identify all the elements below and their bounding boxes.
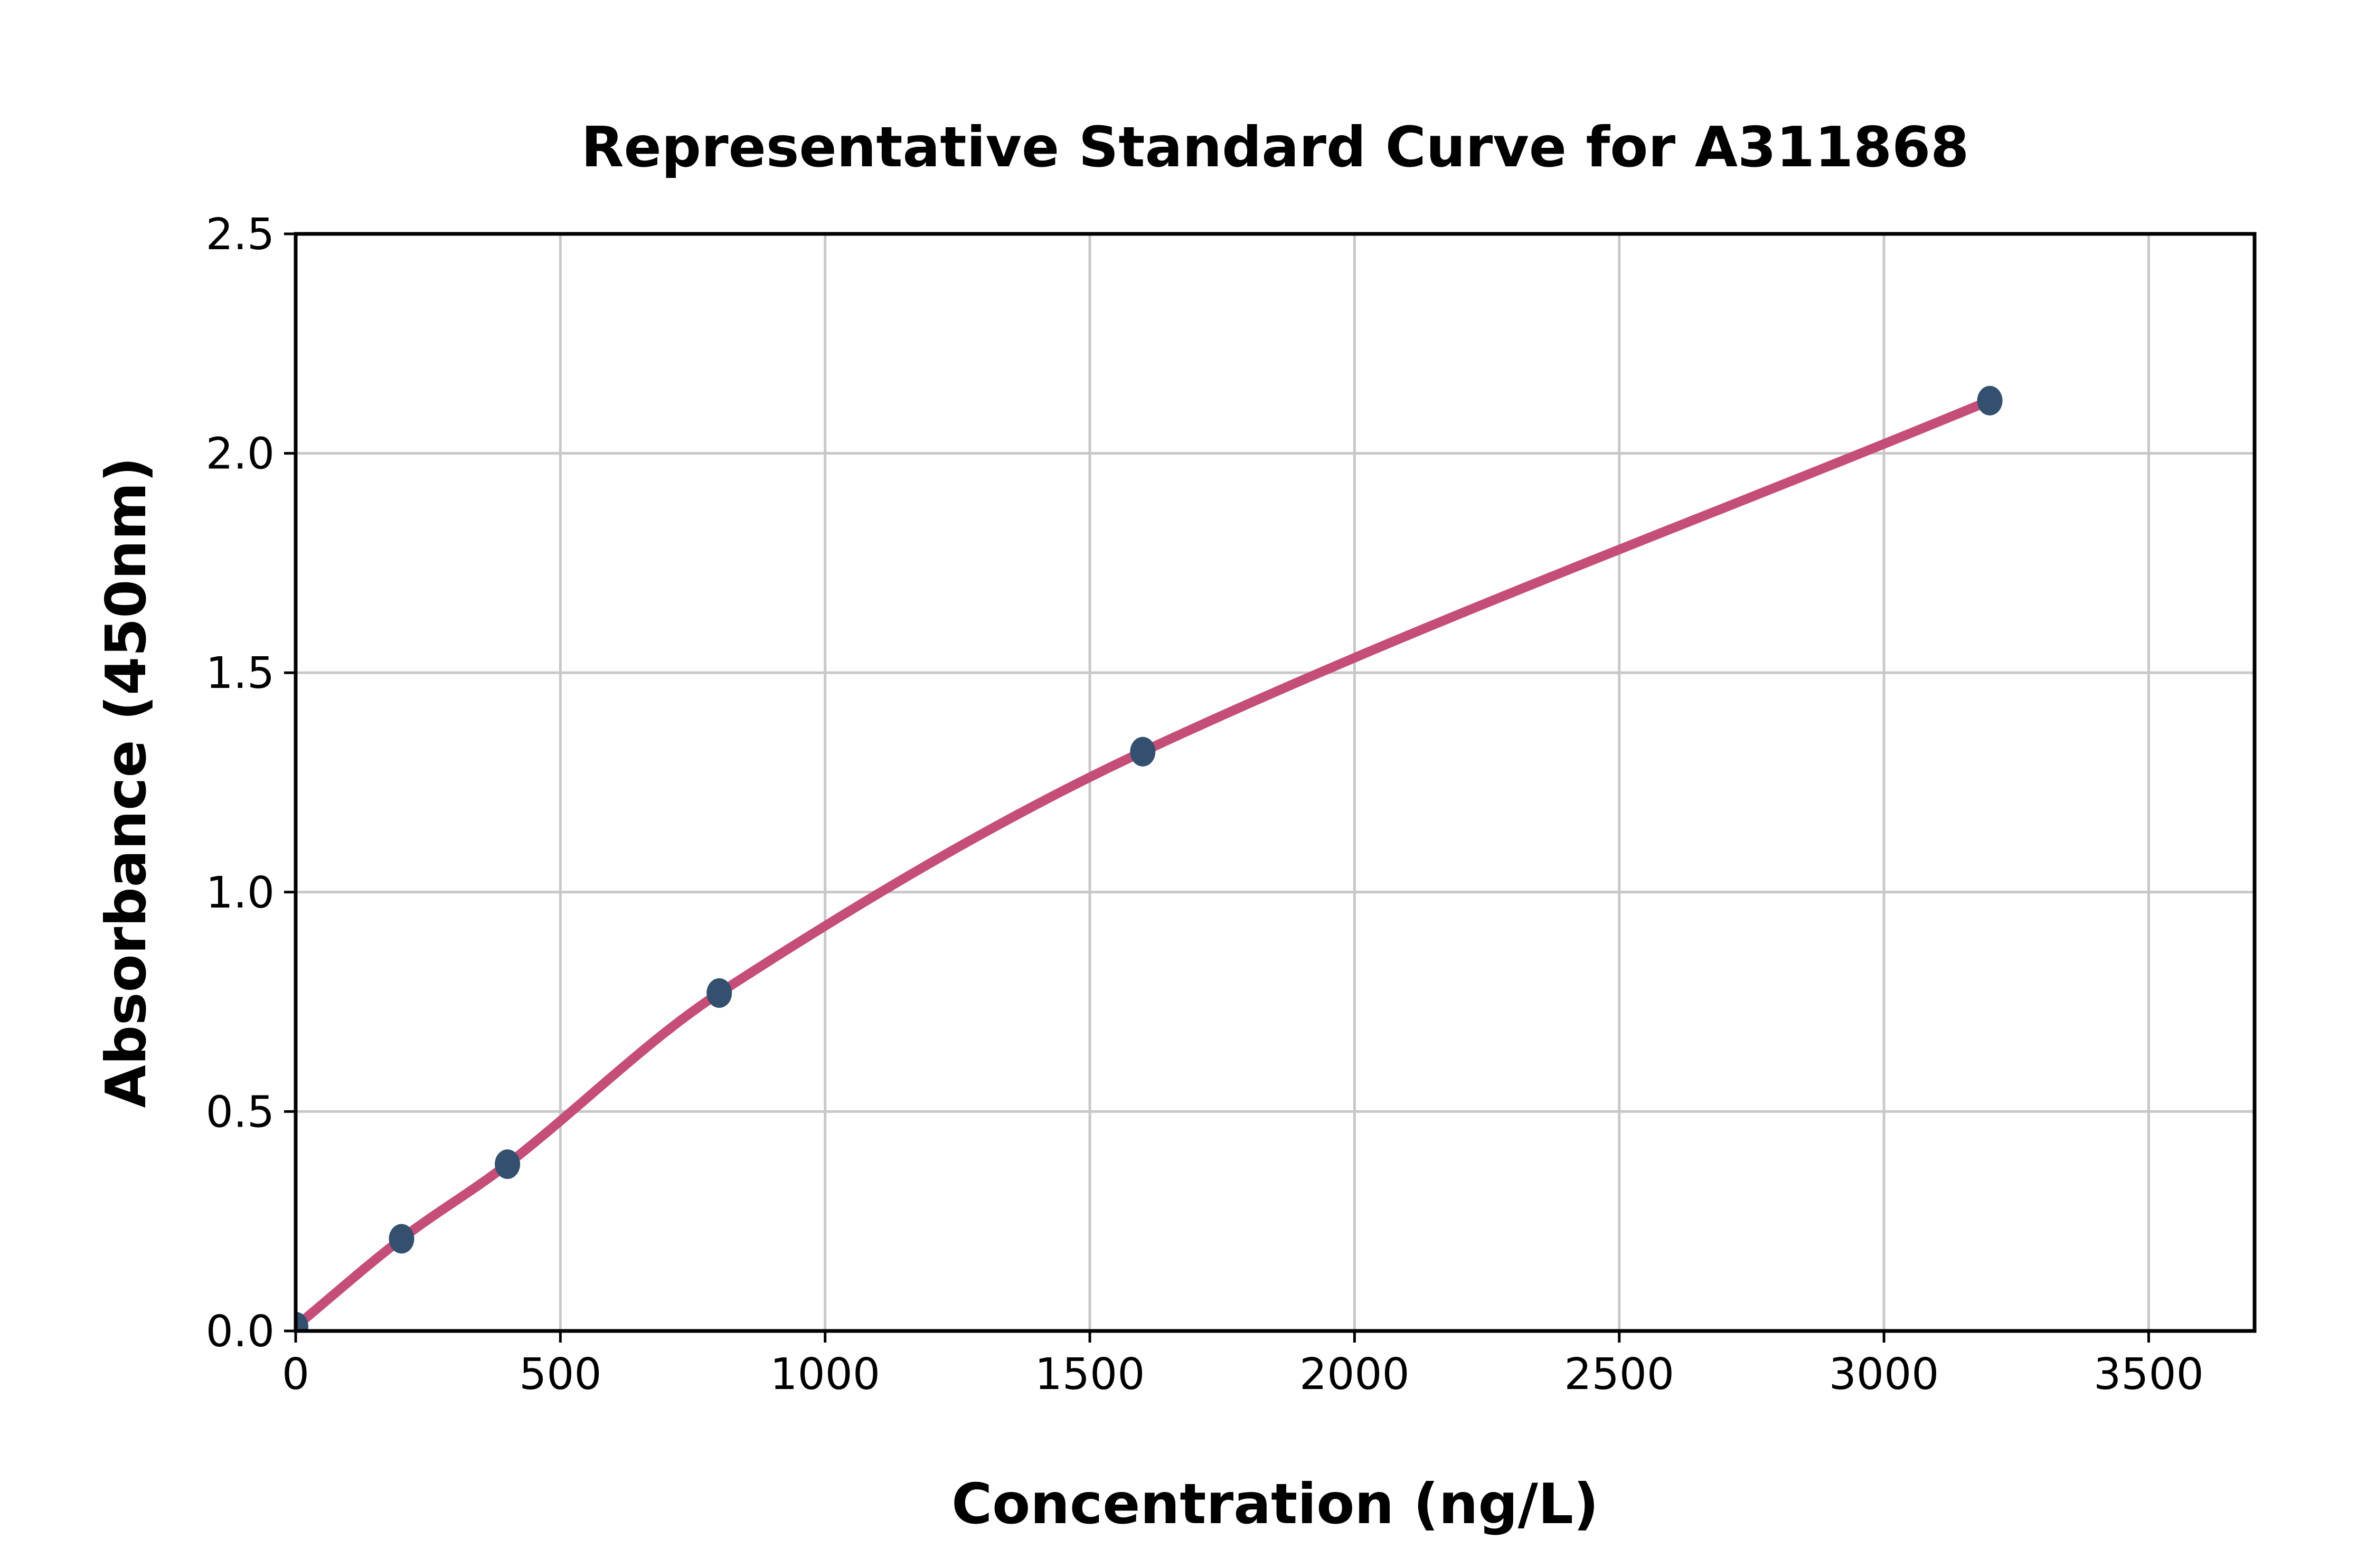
y-tick-label: 1.5 [206,648,275,698]
y-tick-label: 0.0 [206,1307,275,1357]
fit-curve-line [296,395,1995,1331]
y-axis-label: Absorbance (450nm) [94,457,158,1108]
y-tick-label: 0.5 [206,1087,275,1137]
axis-ticks [284,232,2150,1343]
x-axis-label: Concentration (ng/L) [951,1472,1599,1536]
x-tick-label: 3000 [1829,1349,1939,1400]
x-tick-label: 2500 [1564,1349,1674,1400]
data-point-marker [1130,736,1156,767]
y-tick-label: 2.5 [206,210,275,260]
plot-border-box [294,232,2257,1333]
y-tick-label: 2.0 [206,429,275,479]
y-tick-label: 1.0 [206,868,275,918]
chart-title: Representative Standard Curve for A31186… [581,115,1969,180]
x-tick-label: 500 [519,1349,602,1400]
x-tick-label: 3500 [2094,1349,2204,1400]
x-tick-label: 2000 [1299,1349,1410,1400]
x-tick-label: 1500 [1035,1349,1145,1400]
data-point-marker [495,1149,521,1179]
data-series [296,385,2003,1331]
data-point-marker [389,1224,414,1254]
x-tick-label: 1000 [770,1349,880,1400]
plot-border [294,232,2257,1333]
data-point-marker [706,978,732,1008]
x-tick-label: 0 [282,1349,309,1400]
axis-tick-labels: 0 500 1000 1500 2000 2500 3000 3500 0.0 0.5 1.0 1.5… [206,210,2204,1400]
data-point-marker [296,1311,308,1331]
data-point-marker [1977,385,2003,415]
